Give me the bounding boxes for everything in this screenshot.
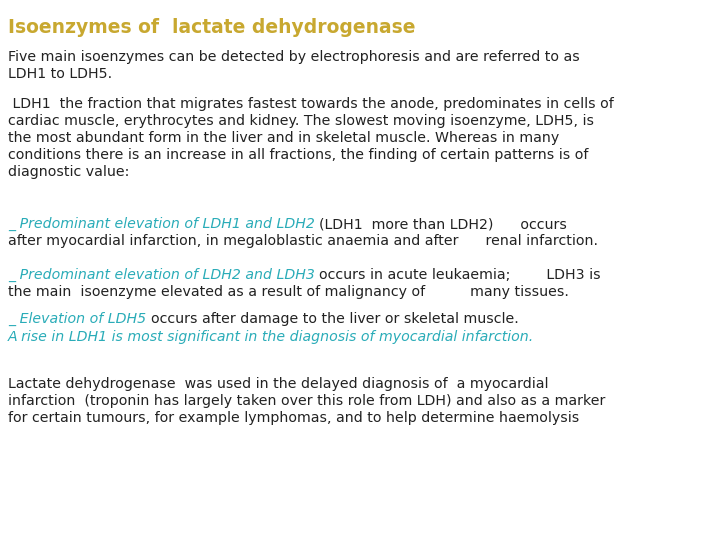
- Text: Isoenzymes of  lactate dehydrogenase: Isoenzymes of lactate dehydrogenase: [8, 18, 415, 37]
- Text: occurs after damage to the liver or skeletal muscle.: occurs after damage to the liver or skel…: [150, 312, 518, 326]
- Text: the most abundant form in the liver and in skeletal muscle. Whereas in many: the most abundant form in the liver and …: [8, 131, 559, 145]
- Text: _ Elevation of LDH5: _ Elevation of LDH5: [8, 312, 150, 326]
- Text: cardiac muscle, erythrocytes and kidney. The slowest moving isoenzyme, LDH5, is: cardiac muscle, erythrocytes and kidney.…: [8, 114, 594, 128]
- Text: for certain tumours, for example lymphomas, and to help determine haemolysis: for certain tumours, for example lymphom…: [8, 411, 580, 425]
- Text: Five main isoenzymes can be detected by electrophoresis and are referred to as: Five main isoenzymes can be detected by …: [8, 50, 580, 64]
- Text: diagnostic value:: diagnostic value:: [8, 165, 130, 179]
- Text: Lactate dehydrogenase  was used in the delayed diagnosis of  a myocardial: Lactate dehydrogenase was used in the de…: [8, 377, 549, 391]
- Text: infarction  (troponin has largely taken over this role from LDH) and also as a m: infarction (troponin has largely taken o…: [8, 394, 606, 408]
- Text: (LDH1  more than LDH2)      occurs: (LDH1 more than LDH2) occurs: [320, 217, 567, 231]
- Text: _ Predominant elevation of LDH1 and LDH2: _ Predominant elevation of LDH1 and LDH2: [8, 217, 320, 231]
- Text: LDH1 to LDH5.: LDH1 to LDH5.: [8, 67, 112, 81]
- Text: A rise in LDH1 is most significant in the diagnosis of myocardial infarction.: A rise in LDH1 is most significant in th…: [8, 330, 534, 344]
- Text: LDH1  the fraction that migrates fastest towards the anode, predominates in cell: LDH1 the fraction that migrates fastest …: [8, 97, 613, 111]
- Text: _ Predominant elevation of LDH2 and LDH3: _ Predominant elevation of LDH2 and LDH3: [8, 268, 320, 282]
- Text: occurs in acute leukaemia;        LDH3 is: occurs in acute leukaemia; LDH3 is: [320, 268, 601, 282]
- Text: after myocardial infarction, in megaloblastic anaemia and after      renal infar: after myocardial infarction, in megalobl…: [8, 234, 598, 248]
- Text: the main  isoenzyme elevated as a result of malignancy of          many tissues.: the main isoenzyme elevated as a result …: [8, 285, 569, 299]
- Text: conditions there is an increase in all fractions, the finding of certain pattern: conditions there is an increase in all f…: [8, 148, 588, 162]
